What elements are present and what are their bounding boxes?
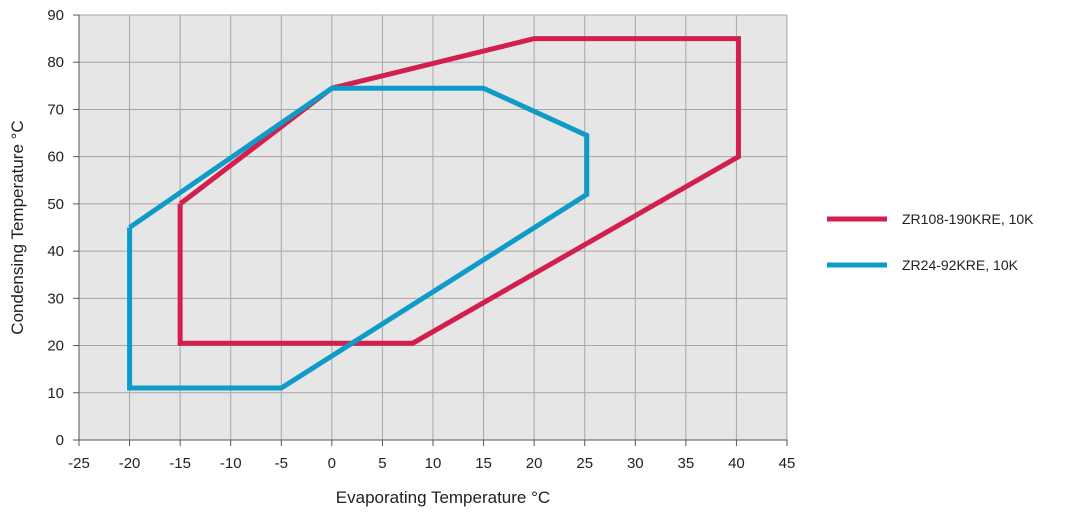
y-tick-label: 80 <box>47 54 64 71</box>
x-tick-label: -20 <box>119 455 141 472</box>
x-tick-label: 30 <box>627 455 644 472</box>
x-tick-label: 45 <box>779 455 796 472</box>
y-tick-label: 60 <box>47 149 64 166</box>
x-tick-label: 35 <box>678 455 695 472</box>
y-axis-label: Condensing Temperature °C <box>8 120 27 334</box>
y-tick-label: 70 <box>47 101 64 118</box>
y-tick-label: 10 <box>47 385 64 402</box>
x-tick-label: 20 <box>526 455 543 472</box>
x-tick-label: 15 <box>475 455 492 472</box>
y-tick-label: 50 <box>47 196 64 213</box>
x-tick-label: 40 <box>728 455 745 472</box>
legend-label: ZR24-92KRE, 10K <box>902 257 1019 273</box>
legend: ZR108-190KRE, 10K ZR24-92KRE, 10K <box>827 211 1034 273</box>
series-layer <box>127 36 741 391</box>
x-tick-label: -5 <box>275 455 288 472</box>
legend-label: ZR108-190KRE, 10K <box>902 211 1034 227</box>
x-tick-label: 10 <box>425 455 442 472</box>
y-axis-ticks: 0 10 20 30 40 50 60 70 80 90 <box>47 7 79 449</box>
y-tick-label: 30 <box>47 290 64 307</box>
x-tick-label: -15 <box>169 455 191 472</box>
y-tick-label: 20 <box>47 338 64 355</box>
x-axis-ticks: -25 -20 -15 -10 -5 0 5 10 15 20 25 30 35 40 45 <box>68 440 795 472</box>
x-tick-label: -10 <box>220 455 242 472</box>
x-tick-label: 5 <box>378 455 386 472</box>
series-line-2 <box>127 85 590 391</box>
y-tick-label: 0 <box>56 432 64 449</box>
y-tick-label: 40 <box>47 243 64 260</box>
x-tick-label: 25 <box>576 455 593 472</box>
x-tick-label: -25 <box>68 455 90 472</box>
series-line-1 <box>177 36 741 346</box>
x-tick-label: 0 <box>328 455 336 472</box>
y-tick-label: 90 <box>47 7 64 24</box>
x-axis-label: Evaporating Temperature °C <box>336 488 550 507</box>
